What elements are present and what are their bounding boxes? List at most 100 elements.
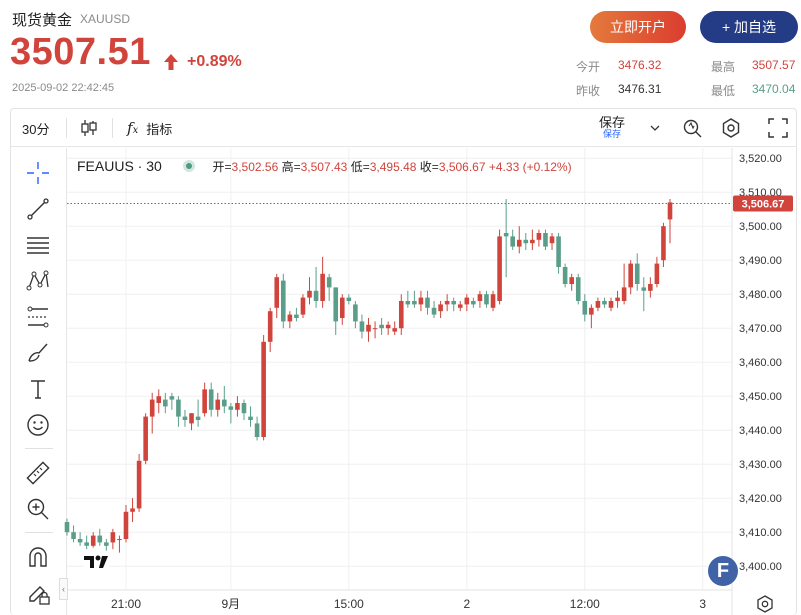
candle xyxy=(412,290,417,308)
candle-body xyxy=(451,301,457,305)
candle xyxy=(385,321,391,335)
candle-body xyxy=(241,403,247,414)
prev-close-value: 3476.31 xyxy=(618,82,662,96)
candle xyxy=(569,273,574,291)
save-button[interactable]: 保存 保存 xyxy=(599,109,625,147)
candle-body xyxy=(431,307,437,315)
tradingview-logo-icon[interactable] xyxy=(80,547,114,575)
candle-body xyxy=(326,277,332,288)
indicators-button[interactable]: fx 指标 xyxy=(127,109,172,147)
candle xyxy=(490,290,496,312)
chevron-down-icon[interactable] xyxy=(649,122,661,134)
price-tick-label: 3,480.00 xyxy=(739,289,782,301)
candle xyxy=(510,229,515,250)
candle-body xyxy=(366,324,371,332)
emoji-icon[interactable] xyxy=(25,412,51,438)
candles-layer xyxy=(64,199,673,553)
candle-body xyxy=(300,297,306,315)
candle-body xyxy=(104,542,109,546)
candle xyxy=(136,454,142,512)
time-axis: 21:00 9月 15:00 2 12:00 3 xyxy=(67,589,732,611)
candle-body xyxy=(267,311,273,342)
candle xyxy=(562,263,568,288)
text-icon[interactable] xyxy=(25,376,51,402)
candle xyxy=(202,382,207,417)
low-value: 3470.04 xyxy=(752,82,796,96)
zoom-icon[interactable] xyxy=(25,496,51,522)
fib-icon[interactable] xyxy=(25,232,51,258)
candle-body xyxy=(634,263,640,284)
legend-symbol[interactable]: FEAUUS · 30 xyxy=(77,158,162,174)
candle-body xyxy=(398,301,404,329)
trend-line-icon[interactable] xyxy=(25,196,51,222)
candle-body xyxy=(549,236,555,244)
candle xyxy=(457,301,463,312)
brand-f-logo-icon[interactable]: F xyxy=(708,556,738,586)
candle-body xyxy=(248,416,253,420)
add-watchlist-button[interactable]: + 加自选 xyxy=(700,11,798,43)
status-dot-icon xyxy=(183,160,196,172)
candle xyxy=(64,518,70,536)
candle-body xyxy=(359,321,365,332)
candle-body xyxy=(320,273,325,301)
axis-settings-icon[interactable] xyxy=(755,594,775,614)
collapse-toolbar-icon[interactable]: ‹ xyxy=(59,578,68,600)
candle xyxy=(602,297,607,308)
candle xyxy=(163,392,168,414)
candle xyxy=(149,392,155,434)
candle xyxy=(595,297,601,312)
toolbar-divider xyxy=(66,118,67,138)
candle-body xyxy=(425,297,430,308)
candle-body xyxy=(208,389,214,410)
settings-gear-icon[interactable] xyxy=(720,117,742,139)
fullscreen-icon[interactable] xyxy=(767,117,789,139)
open-account-button[interactable]: 立即开户 xyxy=(590,11,686,43)
candle xyxy=(503,199,509,278)
candle-body xyxy=(110,532,116,543)
candle xyxy=(294,307,299,322)
candle-type-icon[interactable] xyxy=(79,118,99,138)
candle-body xyxy=(602,301,607,305)
crosshair-icon[interactable] xyxy=(25,160,51,186)
candle-body xyxy=(595,301,601,308)
candle-body xyxy=(582,301,588,315)
candle-body xyxy=(90,535,96,546)
candle xyxy=(248,406,253,427)
toolbar-divider xyxy=(112,118,113,138)
ohlc-legend: FEAUUS · 30 开=3,502.56 高=3,507.43 低=3,49… xyxy=(77,158,572,174)
candle-body xyxy=(215,399,221,410)
candle xyxy=(372,321,378,339)
chart-frame xyxy=(10,108,797,615)
candle xyxy=(241,399,247,420)
candle xyxy=(215,392,221,417)
magnet-icon[interactable] xyxy=(25,544,51,570)
candle xyxy=(353,301,358,329)
time-tick-label: 3 xyxy=(699,597,706,611)
candle-body xyxy=(464,297,470,305)
candle-body xyxy=(77,539,83,543)
ruler-icon[interactable] xyxy=(25,460,51,486)
legend-open-label: 开 xyxy=(212,160,225,174)
candle xyxy=(431,301,437,318)
candle-body xyxy=(156,396,162,403)
candle xyxy=(615,290,620,308)
time-tick-label: 12:00 xyxy=(570,597,600,611)
candle-body xyxy=(654,263,660,284)
candle xyxy=(471,297,476,308)
pattern-icon[interactable] xyxy=(25,268,51,294)
brush-icon[interactable] xyxy=(25,340,51,366)
candle xyxy=(90,532,96,550)
candle-body xyxy=(503,233,509,237)
candle xyxy=(549,233,555,250)
projection-icon[interactable] xyxy=(25,304,51,330)
quick-search-icon[interactable] xyxy=(682,117,704,139)
lock-pencil-icon[interactable] xyxy=(25,580,51,606)
candle xyxy=(425,290,430,315)
interval-selector[interactable]: 30分 xyxy=(22,121,50,137)
candle xyxy=(543,229,548,250)
price-tick-label: 3,410.00 xyxy=(739,527,782,539)
candle xyxy=(169,392,175,410)
legend-close-label: 收 xyxy=(419,160,432,174)
candle xyxy=(536,229,542,247)
